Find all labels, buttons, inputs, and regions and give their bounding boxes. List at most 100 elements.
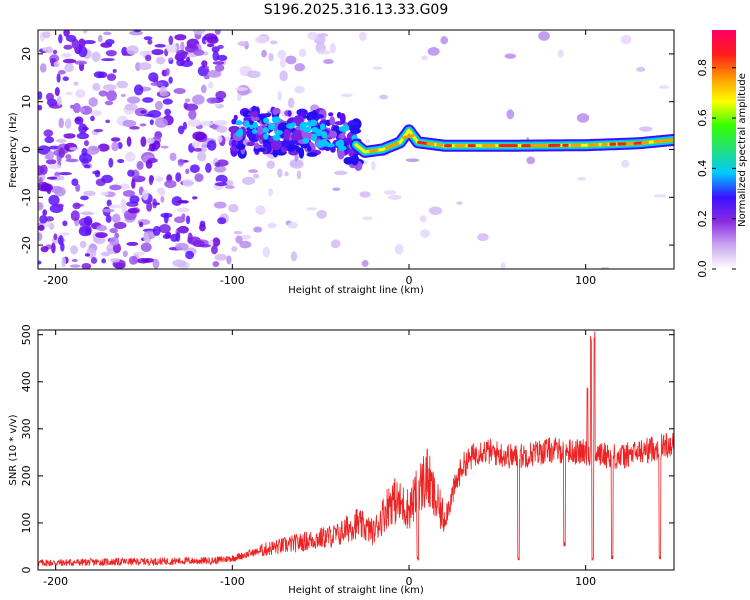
ridge-peak xyxy=(368,148,379,153)
noise-speckle xyxy=(138,221,144,228)
noise-speckle xyxy=(193,147,204,152)
noise-speckle xyxy=(214,64,225,72)
spectrogram-y-label: Frequency (Hz) xyxy=(8,112,19,188)
noise-speckle xyxy=(52,49,58,55)
noise-speckle xyxy=(126,136,132,147)
noise-speckle xyxy=(233,230,243,235)
noise-speckle xyxy=(92,82,101,91)
noise-speckle xyxy=(174,34,187,41)
noise-speckle xyxy=(216,135,223,143)
noise-speckle xyxy=(158,223,171,234)
noise-speckle xyxy=(43,129,54,137)
noise-speckle xyxy=(58,117,64,129)
noise-speckle xyxy=(126,45,139,55)
spectrogram-ridge xyxy=(228,105,674,171)
y-tick-label: 300 xyxy=(20,418,33,439)
noise-speckle xyxy=(38,177,43,185)
ridge-cluster-core xyxy=(248,124,255,130)
noise-speckle xyxy=(164,180,177,189)
noise-speckle xyxy=(140,136,147,148)
noise-speckle xyxy=(506,109,515,120)
ridge-cluster-blob xyxy=(330,146,336,153)
noise-speckle xyxy=(199,220,206,228)
noise-speckle xyxy=(139,50,153,57)
noise-speckle xyxy=(136,160,144,170)
noise-speckle xyxy=(40,246,49,253)
noise-speckle xyxy=(78,226,92,237)
noise-speckle xyxy=(186,56,191,62)
noise-speckle xyxy=(158,189,166,197)
noise-speckle xyxy=(126,96,141,104)
ridge-cluster-blob xyxy=(348,125,354,130)
noise-speckle xyxy=(268,52,274,62)
noise-speckle xyxy=(189,164,200,173)
noise-speckle xyxy=(500,262,506,269)
ridge-peak xyxy=(384,141,399,150)
noise-speckle xyxy=(212,61,225,65)
ridge-cluster-blob xyxy=(290,132,303,141)
noise-speckle xyxy=(160,195,165,203)
ridge-cluster-blob xyxy=(265,112,272,117)
noise-speckle xyxy=(136,258,150,264)
spectrogram-x-ticks: -200 -100 0 100 xyxy=(43,30,596,287)
noise-speckle xyxy=(127,207,140,214)
noise-speckle xyxy=(47,163,62,170)
noise-speckle xyxy=(171,196,183,207)
noise-speckle xyxy=(267,222,277,229)
noise-speckle xyxy=(106,73,117,81)
ridge-peak xyxy=(436,143,444,147)
noise-speckle xyxy=(39,214,48,224)
ridge-cluster-blob xyxy=(254,142,260,150)
noise-speckle xyxy=(138,62,152,71)
colorbar-tick-label: 0.2 xyxy=(696,210,709,228)
noise-speckle xyxy=(207,69,222,78)
noise-speckle xyxy=(124,151,136,162)
noise-speckle xyxy=(147,109,162,118)
noise-speckle xyxy=(93,128,104,133)
colorbar-ticks: 0.0 0.2 0.4 0.6 0.8 xyxy=(696,59,736,278)
noise-speckle xyxy=(428,206,443,216)
ridge-cluster-blob xyxy=(283,128,291,141)
noise-speckle xyxy=(176,58,185,67)
noise-speckle xyxy=(152,258,160,269)
noise-speckle xyxy=(198,244,211,248)
noise-speckle xyxy=(101,258,107,264)
ridge-cluster-core xyxy=(268,122,276,131)
noise-speckle xyxy=(206,36,219,44)
noise-speckle xyxy=(112,213,121,224)
noise-speckle xyxy=(38,232,43,242)
noise-speckle xyxy=(39,164,48,175)
ridge-cluster-blob xyxy=(350,128,362,134)
ridge-cluster-blob xyxy=(246,141,256,147)
ridge-cluster-core xyxy=(315,129,323,137)
ridge-cluster-blob xyxy=(328,112,334,117)
ridge-cluster-core xyxy=(251,129,258,135)
noise-speckle xyxy=(162,98,173,105)
noise-speckle xyxy=(140,110,147,114)
noise-speckle xyxy=(139,123,147,127)
x-tick-label: -100 xyxy=(220,274,245,287)
ridge-cluster-core xyxy=(321,131,328,139)
noise-speckle xyxy=(91,51,101,62)
noise-speckle xyxy=(383,190,397,195)
noise-speckle xyxy=(44,136,55,144)
noise-speckle xyxy=(82,30,88,34)
noise-speckle xyxy=(80,211,95,216)
noise-speckle xyxy=(234,87,248,91)
noise-speckle xyxy=(306,207,318,211)
noise-speckle xyxy=(131,179,136,189)
noise-speckle xyxy=(192,94,205,105)
noise-speckle xyxy=(176,49,188,60)
noise-speckle xyxy=(79,107,86,113)
noise-speckle xyxy=(83,140,89,147)
noise-speckle xyxy=(419,215,427,223)
noise-speckle xyxy=(504,53,517,59)
noise-speckle xyxy=(261,49,267,58)
ridge-cluster-blob xyxy=(343,157,354,165)
noise-speckle xyxy=(653,194,667,198)
noise-speckle xyxy=(217,44,224,49)
noise-speckle xyxy=(152,225,161,236)
y-tick-label: 200 xyxy=(20,465,33,486)
y-tick-label: -20 xyxy=(20,236,33,254)
